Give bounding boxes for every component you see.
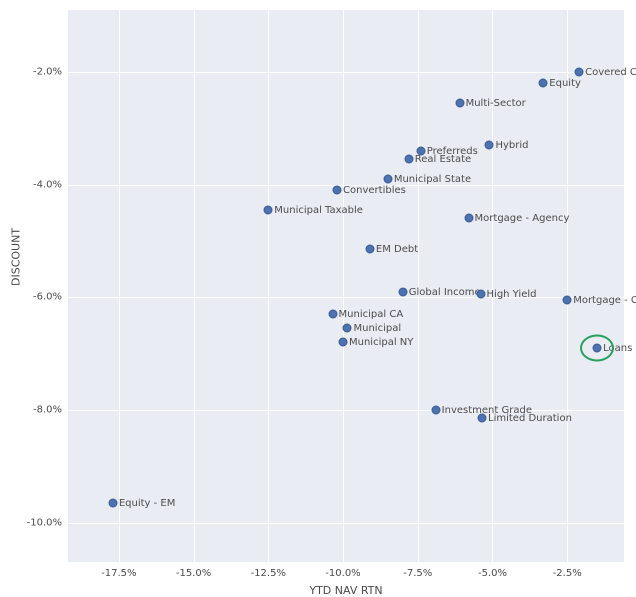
x-tick-label: -2.5% <box>553 568 582 579</box>
gridline <box>268 10 269 562</box>
x-tick-label: -5.0% <box>478 568 507 579</box>
gridline <box>68 72 624 73</box>
data-point <box>464 214 473 223</box>
data-point <box>485 141 494 150</box>
data-point <box>264 205 273 214</box>
y-tick-label: -4.0% <box>33 179 62 190</box>
x-tick-label: -15.0% <box>176 568 211 579</box>
y-tick-label: -8.0% <box>33 404 62 415</box>
data-point <box>328 310 337 319</box>
x-tick-label: -12.5% <box>251 568 286 579</box>
data-point <box>563 296 572 305</box>
plot-area: Covered CallEquityMulti-SectorHybridPref… <box>68 10 624 562</box>
gridline <box>119 10 120 562</box>
data-point <box>339 338 348 347</box>
data-point-label: EM Debt <box>376 244 418 255</box>
gridline <box>194 10 195 562</box>
y-tick-label: -10.0% <box>27 517 62 528</box>
data-point <box>108 498 117 507</box>
gridline <box>68 410 624 411</box>
data-point-label: Loans <box>603 343 632 354</box>
data-point-label: Equity - EM <box>119 498 176 509</box>
y-tick-label: -6.0% <box>33 292 62 303</box>
data-point <box>476 290 485 299</box>
data-point-label: Municipal Taxable <box>274 205 363 216</box>
y-axis-label: DISCOUNT <box>10 228 23 286</box>
data-point <box>383 174 392 183</box>
x-axis-label: YTD NAV RTN <box>309 584 382 597</box>
data-point-label: High Yield <box>487 289 537 300</box>
data-point <box>478 414 487 423</box>
x-tick-label: -17.5% <box>101 568 136 579</box>
data-point-label: Limited Duration <box>488 413 572 424</box>
y-tick-label: -2.0% <box>33 66 62 77</box>
data-point-label: Equity <box>549 78 581 89</box>
gridline <box>68 523 624 524</box>
gridline <box>492 10 493 562</box>
data-point-label: Multi-Sector <box>466 98 526 109</box>
data-point-label: Municipal CA <box>339 309 404 320</box>
data-point <box>333 186 342 195</box>
data-point-label: Municipal State <box>394 174 471 185</box>
data-point <box>593 343 602 352</box>
data-point <box>455 98 464 107</box>
gridline <box>68 297 624 298</box>
data-point-label: Real Estate <box>415 154 471 165</box>
data-point <box>343 324 352 333</box>
x-tick-label: -7.5% <box>403 568 432 579</box>
data-point <box>398 287 407 296</box>
data-point <box>539 79 548 88</box>
x-tick-label: -10.0% <box>325 568 360 579</box>
data-point <box>404 155 413 164</box>
data-point-label: Hybrid <box>495 140 528 151</box>
data-point-label: Municipal <box>353 323 401 334</box>
data-point <box>575 67 584 76</box>
data-point-label: Municipal NY <box>349 337 413 348</box>
gridline <box>567 10 568 562</box>
data-point-label: Mortgage - Agency <box>475 213 570 224</box>
data-point-label: Covered Call <box>585 67 636 78</box>
data-point <box>431 405 440 414</box>
gridline <box>343 10 344 562</box>
data-point-label: Global Income <box>409 287 481 298</box>
data-point-label: Mortgage - CMBS <box>573 295 636 306</box>
data-point-label: Convertibles <box>343 185 406 196</box>
scatter-chart: Covered CallEquityMulti-SectorHybridPref… <box>0 0 636 597</box>
data-point <box>365 245 374 254</box>
